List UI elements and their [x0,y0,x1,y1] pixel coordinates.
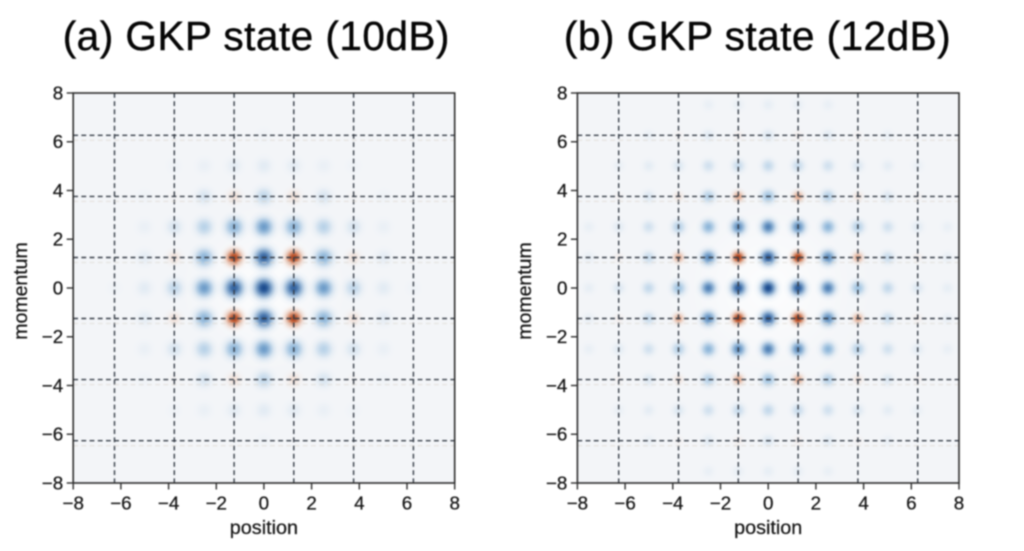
svg-text:−4: −4 [546,375,567,396]
svg-text:−6: −6 [614,492,635,513]
svg-text:−2: −2 [546,326,567,347]
svg-text:(a) GKP state (10dB): (a) GKP state (10dB) [63,13,450,59]
svg-text:−6: −6 [110,492,131,513]
svg-text:position: position [734,517,802,539]
svg-text:−8: −8 [546,472,567,493]
svg-text:0: 0 [53,277,63,298]
svg-text:8: 8 [449,492,459,513]
svg-text:2: 2 [306,492,316,513]
svg-text:−2: −2 [710,492,731,513]
svg-text:−4: −4 [42,375,63,396]
svg-text:4: 4 [53,180,63,201]
svg-text:−6: −6 [42,424,63,445]
svg-text:6: 6 [53,131,63,152]
svg-text:−8: −8 [42,472,63,493]
svg-text:position: position [230,517,298,539]
svg-text:−8: −8 [567,492,588,513]
svg-text:0: 0 [763,492,773,513]
svg-text:−2: −2 [42,326,63,347]
svg-text:0: 0 [557,277,567,298]
svg-text:8: 8 [954,492,964,513]
svg-text:4: 4 [858,492,868,513]
svg-text:−2: −2 [206,492,227,513]
svg-text:4: 4 [354,492,364,513]
svg-text:0: 0 [259,492,269,513]
svg-text:2: 2 [557,229,567,250]
svg-text:6: 6 [402,492,412,513]
svg-text:−8: −8 [62,492,83,513]
svg-text:8: 8 [557,82,567,103]
svg-text:2: 2 [811,492,821,513]
svg-text:momentum: momentum [514,242,536,340]
svg-text:−6: −6 [546,424,567,445]
svg-text:2: 2 [53,229,63,250]
svg-text:4: 4 [557,180,567,201]
svg-text:−4: −4 [662,492,683,513]
svg-text:(b) GKP state (12dB): (b) GKP state (12dB) [564,13,951,59]
svg-text:8: 8 [53,82,63,103]
svg-text:momentum: momentum [10,242,32,340]
svg-text:6: 6 [906,492,916,513]
svg-text:6: 6 [557,131,567,152]
svg-text:−4: −4 [158,492,179,513]
